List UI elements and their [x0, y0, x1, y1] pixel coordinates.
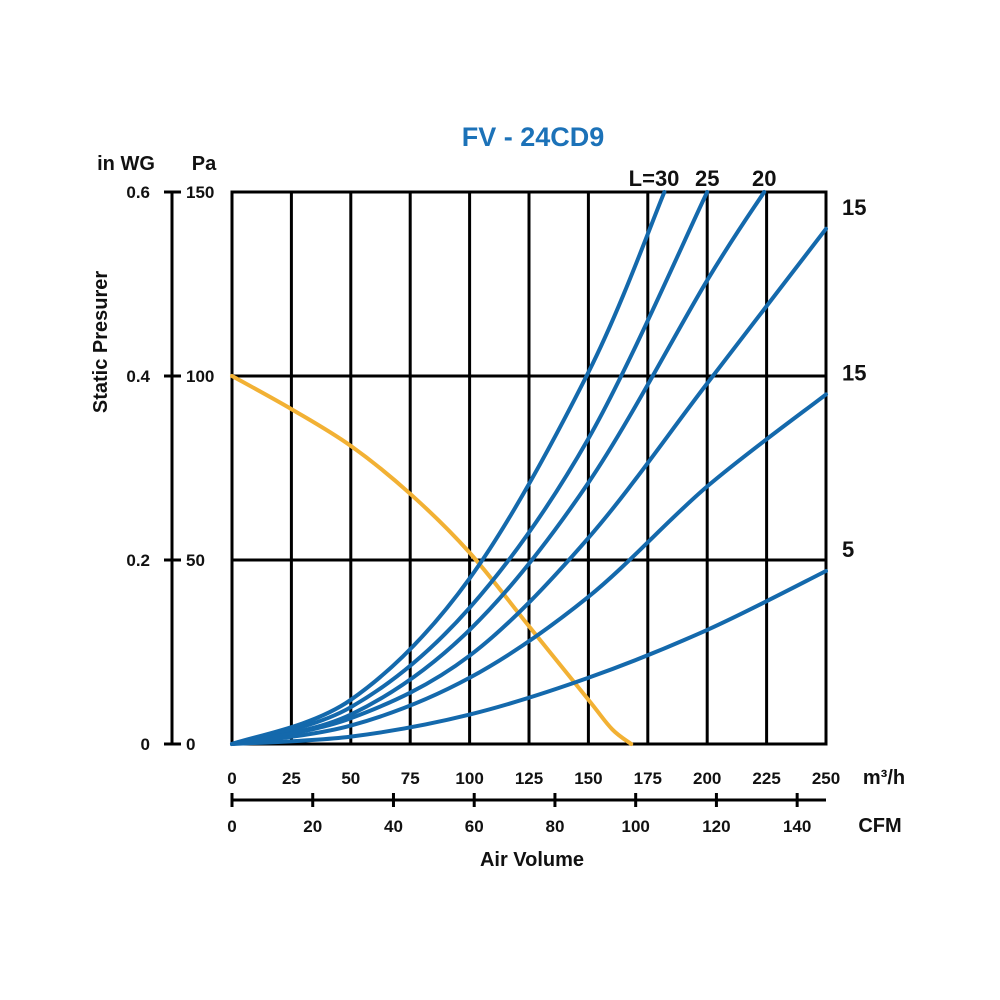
- system-curve-5: [230, 569, 828, 746]
- system-curve-15-upper: [230, 226, 828, 746]
- x-tick-label-cfm: 40: [384, 817, 403, 836]
- x-tick-label-m3h: 175: [634, 769, 662, 788]
- x-tick-label-m3h: 150: [574, 769, 602, 788]
- y-tick-label-inwg: 0.6: [126, 183, 150, 202]
- x-tick-label-m3h: 50: [341, 769, 360, 788]
- x-unit-m3h: m³/h: [863, 767, 905, 789]
- x-tick-label-cfm: 120: [702, 817, 730, 836]
- curve-label-15-upper: 15: [842, 195, 866, 220]
- curve-labels: L=30 25 20 15 15 5: [629, 166, 867, 562]
- system-curve-l-20: [230, 190, 767, 746]
- x-tick-label-m3h: 25: [282, 769, 301, 788]
- curves: [230, 190, 828, 746]
- x-tick-label-m3h: 125: [515, 769, 543, 788]
- x-tick-label-m3h: 0: [227, 769, 236, 788]
- curve-label-l-30: L=30: [629, 166, 680, 191]
- x-tick-label-cfm: 140: [783, 817, 811, 836]
- y-tick-label-pa: 150: [186, 183, 214, 202]
- curve-label-l-20: 20: [752, 166, 776, 191]
- x-axis-title: Air Volume: [480, 849, 584, 871]
- system-curve-15-lower: [230, 392, 828, 746]
- chart-title: FV - 24CD9: [462, 122, 605, 152]
- axes: [164, 190, 826, 807]
- curve-label-5: 5: [842, 537, 854, 562]
- y-tick-label-pa: 0: [186, 735, 195, 754]
- y-tick-label-pa: 100: [186, 367, 214, 386]
- x-tick-label-m3h: 250: [812, 769, 840, 788]
- curve-label-l-25: 25: [695, 166, 719, 191]
- y-unit-inwg: in WG: [97, 153, 155, 175]
- fan-curve-line: [230, 374, 634, 746]
- tick-labels: 0.6 150 0.4 100 0.2 50 0 0 0 25 50 75 100 125 150 175 20…: [126, 183, 840, 836]
- x-tick-label-cfm: 60: [465, 817, 484, 836]
- x-tick-label-cfm: 80: [545, 817, 564, 836]
- x-tick-label-m3h: 100: [455, 769, 483, 788]
- x-tick-label-m3h: 75: [401, 769, 420, 788]
- curve-label-15-lower: 15: [842, 360, 866, 385]
- grid: [230, 190, 828, 746]
- x-tick-label-m3h: 200: [693, 769, 721, 788]
- y-tick-label-inwg: 0: [141, 735, 150, 754]
- x-tick-label-cfm: 100: [621, 817, 649, 836]
- y-unit-pa: Pa: [192, 153, 217, 175]
- x-tick-label-cfm: 20: [303, 817, 322, 836]
- y-axis-title: Static Presurer: [90, 271, 112, 414]
- system-curve-l-25: [230, 190, 710, 746]
- system-curve-l-30: [230, 190, 667, 746]
- y-tick-label-inwg: 0.2: [126, 551, 150, 570]
- x-tick-label-m3h: 225: [752, 769, 780, 788]
- x-unit-cfm: CFM: [858, 815, 901, 837]
- y-tick-label-pa: 50: [186, 551, 205, 570]
- y-tick-label-inwg: 0.4: [126, 367, 150, 386]
- x-tick-label-cfm: 0: [227, 817, 236, 836]
